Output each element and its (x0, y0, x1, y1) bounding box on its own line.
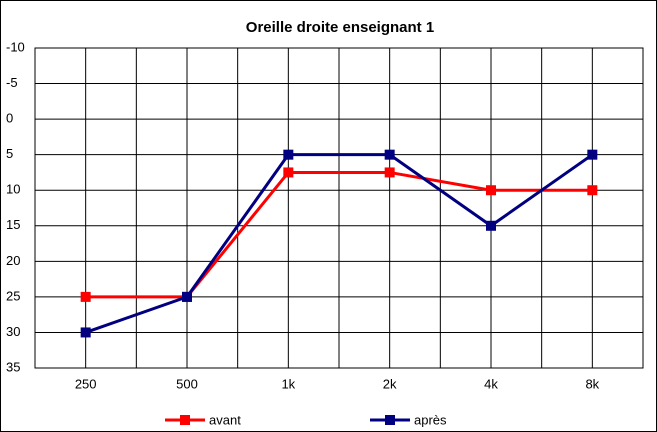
x-tick-label: 500 (176, 376, 198, 391)
x-tick-label: 2k (383, 376, 397, 391)
point-marker (283, 149, 294, 160)
x-tick-label: 250 (75, 376, 97, 391)
y-tick-label: 10 (6, 182, 20, 197)
y-tick-label: -10 (6, 39, 25, 54)
x-tick-label: 8k (585, 376, 599, 391)
y-tick-label: 35 (6, 359, 20, 374)
point-marker (384, 149, 395, 160)
chart-title: Oreille droite enseignant 1 (246, 19, 434, 36)
legend-marker (385, 415, 395, 425)
point-marker (486, 185, 496, 196)
series-line (85, 170, 593, 299)
x-tick-label: 1k (281, 376, 295, 391)
point-marker (80, 327, 91, 338)
legend-label: avant (209, 412, 241, 427)
y-tick-label: 30 (6, 324, 20, 339)
point-marker (80, 291, 91, 302)
point-marker (384, 167, 395, 178)
point-marker (587, 149, 598, 160)
x-tick-label: 4k (484, 376, 498, 391)
point-marker (486, 220, 496, 231)
point-marker (283, 167, 294, 178)
y-tick-label: 25 (6, 288, 20, 303)
series-line (85, 153, 594, 334)
y-tick-label: 20 (6, 253, 20, 268)
point-marker (587, 185, 598, 196)
y-tick-label: 0 (6, 111, 13, 126)
y-tick-label: -5 (6, 75, 18, 90)
legend-label: après (414, 412, 447, 427)
point-marker (182, 291, 192, 302)
legend-marker (180, 415, 190, 425)
y-tick-label: 15 (6, 217, 20, 232)
y-tick-label: 5 (6, 146, 13, 161)
